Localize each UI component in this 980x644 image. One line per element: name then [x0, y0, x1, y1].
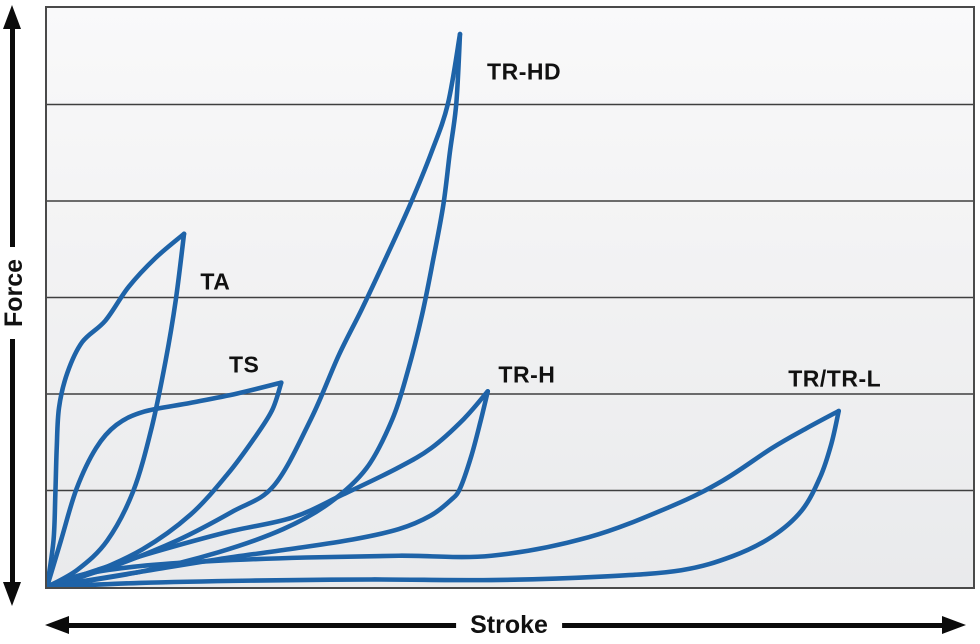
curve-ta-loading [47, 231, 187, 587]
curve-tr-h-loading [47, 389, 491, 587]
curves-canvas [47, 31, 973, 587]
x-axis-label: Stroke [456, 610, 562, 641]
curve-label-ts: TS [228, 351, 260, 378]
curve-label-ta: TA [200, 268, 231, 295]
curve-label-tr-h: TR-H [498, 361, 556, 388]
stroke-axis-arrowhead-right-icon [942, 616, 966, 634]
stroke-axis-arrowhead-left-icon [45, 616, 69, 634]
curve-tr-hd-loading [47, 31, 463, 587]
curve-label-tr-tr-l: TR/TR-L [788, 365, 882, 392]
curve-tr-tr-l-return [47, 408, 842, 587]
force-axis-arrowhead-down-icon [3, 582, 21, 606]
curve-tr-hd-return [47, 31, 463, 587]
hysteresis-curves [47, 31, 842, 587]
y-axis-label: Force [0, 247, 30, 339]
force-axis-arrowhead-up-icon [3, 5, 21, 29]
gridlines [47, 103, 973, 492]
plot-area: TA TS TR-HD TR-H TR/TR-L [45, 6, 975, 589]
curve-ts-loading [47, 380, 284, 587]
curve-ta-return [47, 231, 187, 587]
curve-tr-tr-l-loading [47, 408, 842, 587]
curve-label-tr-hd: TR-HD [487, 58, 562, 85]
